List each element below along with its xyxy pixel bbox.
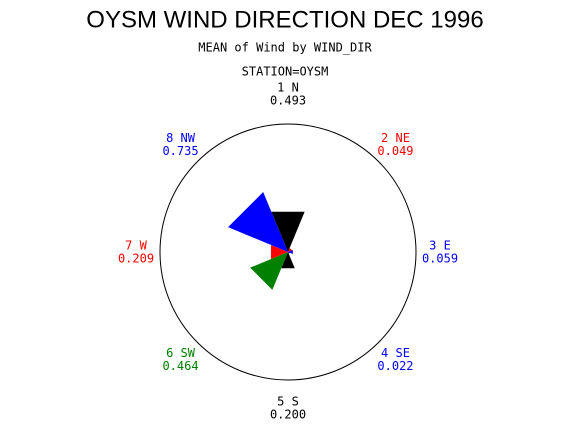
direction-label: 1 N xyxy=(277,81,299,95)
value-label: 0.209 xyxy=(118,252,154,266)
chart-subtitle: MEAN of Wind by WIND_DIR xyxy=(198,41,372,55)
chart-title: OYSM WIND DIRECTION DEC 1996 xyxy=(86,6,483,33)
value-label: 0.464 xyxy=(162,359,198,373)
wedge xyxy=(250,252,288,290)
wedge xyxy=(271,211,305,252)
value-label: 0.022 xyxy=(377,359,413,373)
wedge xyxy=(281,252,295,269)
outer-circle xyxy=(159,123,417,381)
direction-label: 7 W xyxy=(125,239,147,253)
value-label: 0.049 xyxy=(377,144,413,158)
direction-label: 3 E xyxy=(429,239,451,253)
wedge xyxy=(288,248,292,252)
direction-label: 4 SE xyxy=(381,346,410,360)
wedge xyxy=(288,252,290,254)
value-label: 0.493 xyxy=(270,94,306,108)
direction-label: 2 NE xyxy=(381,131,410,145)
wedge xyxy=(228,192,288,252)
value-label: 0.735 xyxy=(162,144,198,158)
value-label: 0.059 xyxy=(422,252,458,266)
value-label: 0.200 xyxy=(270,408,306,422)
wedge xyxy=(270,244,288,260)
direction-label: 8 NW xyxy=(166,131,196,145)
station-label: STATION=OYSM xyxy=(242,65,329,79)
direction-label: 5 S xyxy=(277,395,299,409)
direction-label: 6 SW xyxy=(166,346,196,360)
wedge xyxy=(288,250,293,254)
